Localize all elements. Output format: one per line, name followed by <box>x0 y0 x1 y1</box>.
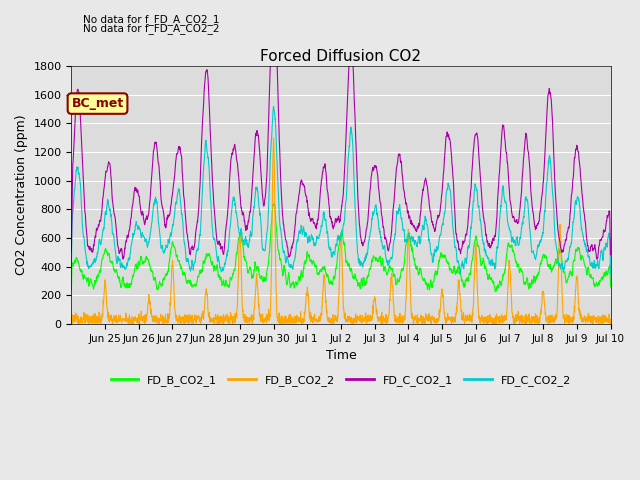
FD_C_CO2_2 <box>95 239 103 245</box>
FD_B_CO2_1 <box>271 201 278 206</box>
FD_C_CO2_2 <box>492 254 500 260</box>
FD_C_CO2_2 <box>591 264 599 269</box>
FD_C_CO2_1 <box>591 245 599 251</box>
FD_C_CO2_2 <box>270 104 278 109</box>
FD_B_CO2_1 <box>492 288 499 294</box>
FD_B_CO2_1 <box>316 270 323 276</box>
FD_C_CO2_1 <box>95 222 103 228</box>
FD_B_CO2_1 <box>95 271 103 277</box>
FD_B_CO2_2 <box>607 317 614 323</box>
Text: No data for f_FD_A_CO2_1: No data for f_FD_A_CO2_1 <box>83 13 220 24</box>
FD_B_CO2_1 <box>607 284 614 290</box>
FD_B_CO2_2 <box>316 315 323 321</box>
Y-axis label: CO2 Concentration (ppm): CO2 Concentration (ppm) <box>15 115 28 276</box>
FD_B_CO2_1 <box>493 288 500 294</box>
FD_B_CO2_1 <box>330 275 338 280</box>
Line: FD_B_CO2_2: FD_B_CO2_2 <box>72 138 611 324</box>
Line: FD_C_CO2_1: FD_C_CO2_1 <box>72 0 611 259</box>
FD_B_CO2_2 <box>68 320 76 325</box>
FD_C_CO2_2 <box>316 232 323 238</box>
FD_C_CO2_1 <box>330 224 338 230</box>
FD_B_CO2_2 <box>95 315 103 321</box>
FD_C_CO2_1 <box>591 242 598 248</box>
FD_C_CO2_1 <box>607 252 614 258</box>
Title: Forced Diffusion CO2: Forced Diffusion CO2 <box>260 48 422 63</box>
Line: FD_C_CO2_2: FD_C_CO2_2 <box>72 107 611 274</box>
FD_B_CO2_2 <box>270 135 278 141</box>
FD_B_CO2_1 <box>591 282 599 288</box>
Text: No data for f_FD_A_CO2_2: No data for f_FD_A_CO2_2 <box>83 23 220 34</box>
FD_C_CO2_2 <box>607 271 614 277</box>
FD_C_CO2_2 <box>330 251 338 257</box>
FD_C_CO2_1 <box>316 200 323 206</box>
X-axis label: Time: Time <box>326 349 356 362</box>
FD_B_CO2_1 <box>68 288 76 293</box>
Text: BC_met: BC_met <box>72 97 124 110</box>
FD_C_CO2_1 <box>492 223 500 229</box>
Line: FD_B_CO2_1: FD_B_CO2_1 <box>72 204 611 291</box>
FD_B_CO2_2 <box>492 321 500 327</box>
FD_B_CO2_2 <box>591 316 599 322</box>
FD_C_CO2_2 <box>68 266 76 272</box>
FD_B_CO2_2 <box>330 320 338 325</box>
FD_B_CO2_2 <box>591 316 599 322</box>
FD_C_CO2_1 <box>593 256 600 262</box>
FD_C_CO2_1 <box>68 248 76 254</box>
FD_C_CO2_2 <box>591 265 598 271</box>
FD_B_CO2_2 <box>493 311 500 317</box>
Legend: FD_B_CO2_1, FD_B_CO2_2, FD_C_CO2_1, FD_C_CO2_2: FD_B_CO2_1, FD_B_CO2_2, FD_C_CO2_1, FD_C… <box>106 371 575 390</box>
FD_B_CO2_1 <box>591 283 599 288</box>
